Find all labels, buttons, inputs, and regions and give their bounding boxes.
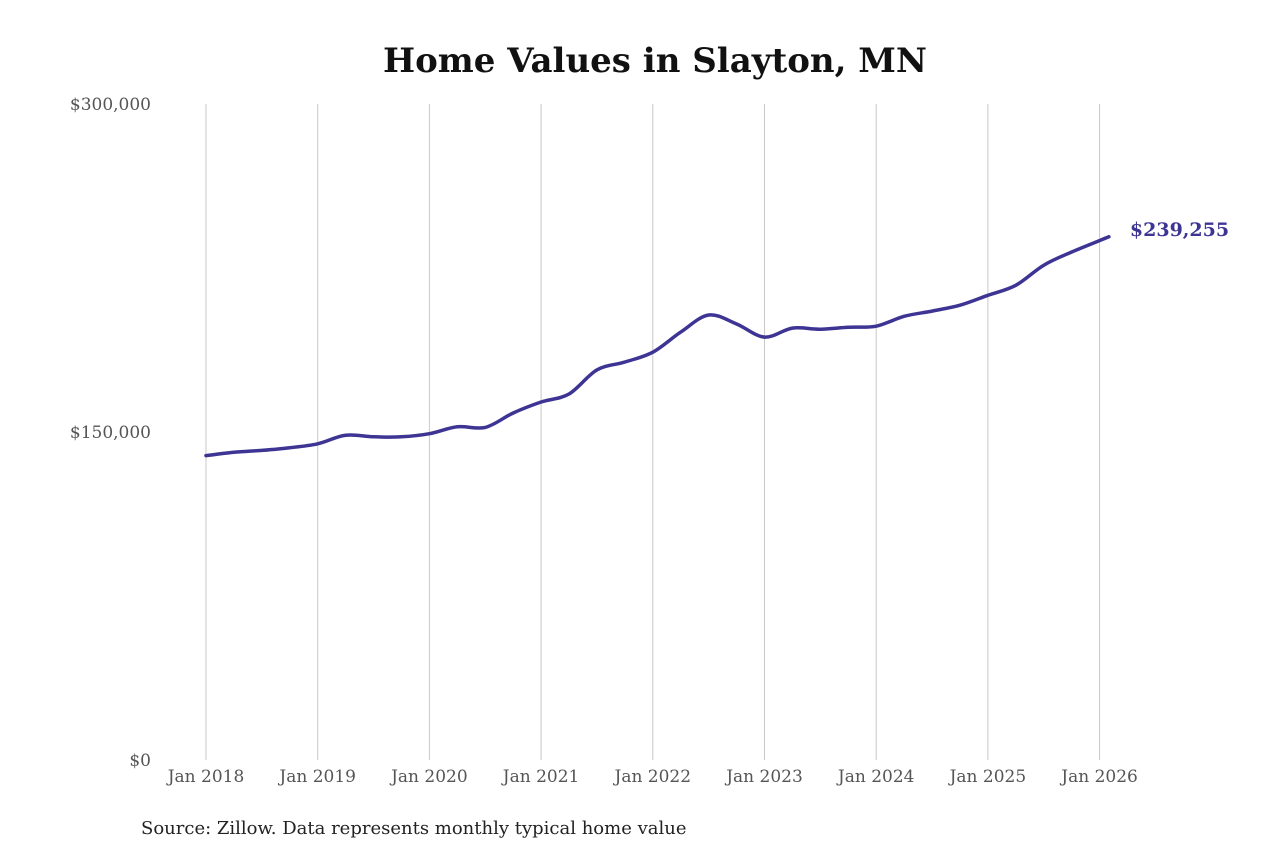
home-value-line bbox=[204, 235, 1111, 458]
source-note: Source: Zillow. Data represents monthly … bbox=[141, 818, 687, 839]
series-group: $239,255 bbox=[204, 219, 1229, 458]
y-tick-label: $150,000 bbox=[70, 423, 151, 443]
x-tick-label: Jan 2026 bbox=[1059, 767, 1138, 787]
vertical-gridlines bbox=[205, 104, 1101, 760]
chart-title: Home Values in Slayton, MN bbox=[383, 41, 927, 81]
x-tick-label: Jan 2020 bbox=[389, 767, 468, 787]
last-value-label: $239,255 bbox=[1130, 219, 1229, 241]
x-tick-label: Jan 2018 bbox=[166, 767, 245, 787]
x-axis-tick-labels: Jan 2018 Jan 2019 Jan 2020 Jan 2021 Jan 2022… bbox=[166, 767, 1138, 787]
x-tick-label: Jan 2023 bbox=[724, 767, 803, 787]
y-tick-label: $0 bbox=[129, 751, 151, 771]
x-tick-label: Jan 2022 bbox=[613, 767, 692, 787]
x-tick-label: Jan 2024 bbox=[836, 767, 915, 787]
x-tick-label: Jan 2025 bbox=[948, 767, 1027, 787]
x-tick-label: Jan 2019 bbox=[277, 767, 356, 787]
x-tick-label: Jan 2021 bbox=[501, 767, 580, 787]
y-tick-label: $300,000 bbox=[70, 95, 151, 115]
y-axis-tick-labels: $0 $150,000 $300,000 bbox=[70, 95, 151, 771]
